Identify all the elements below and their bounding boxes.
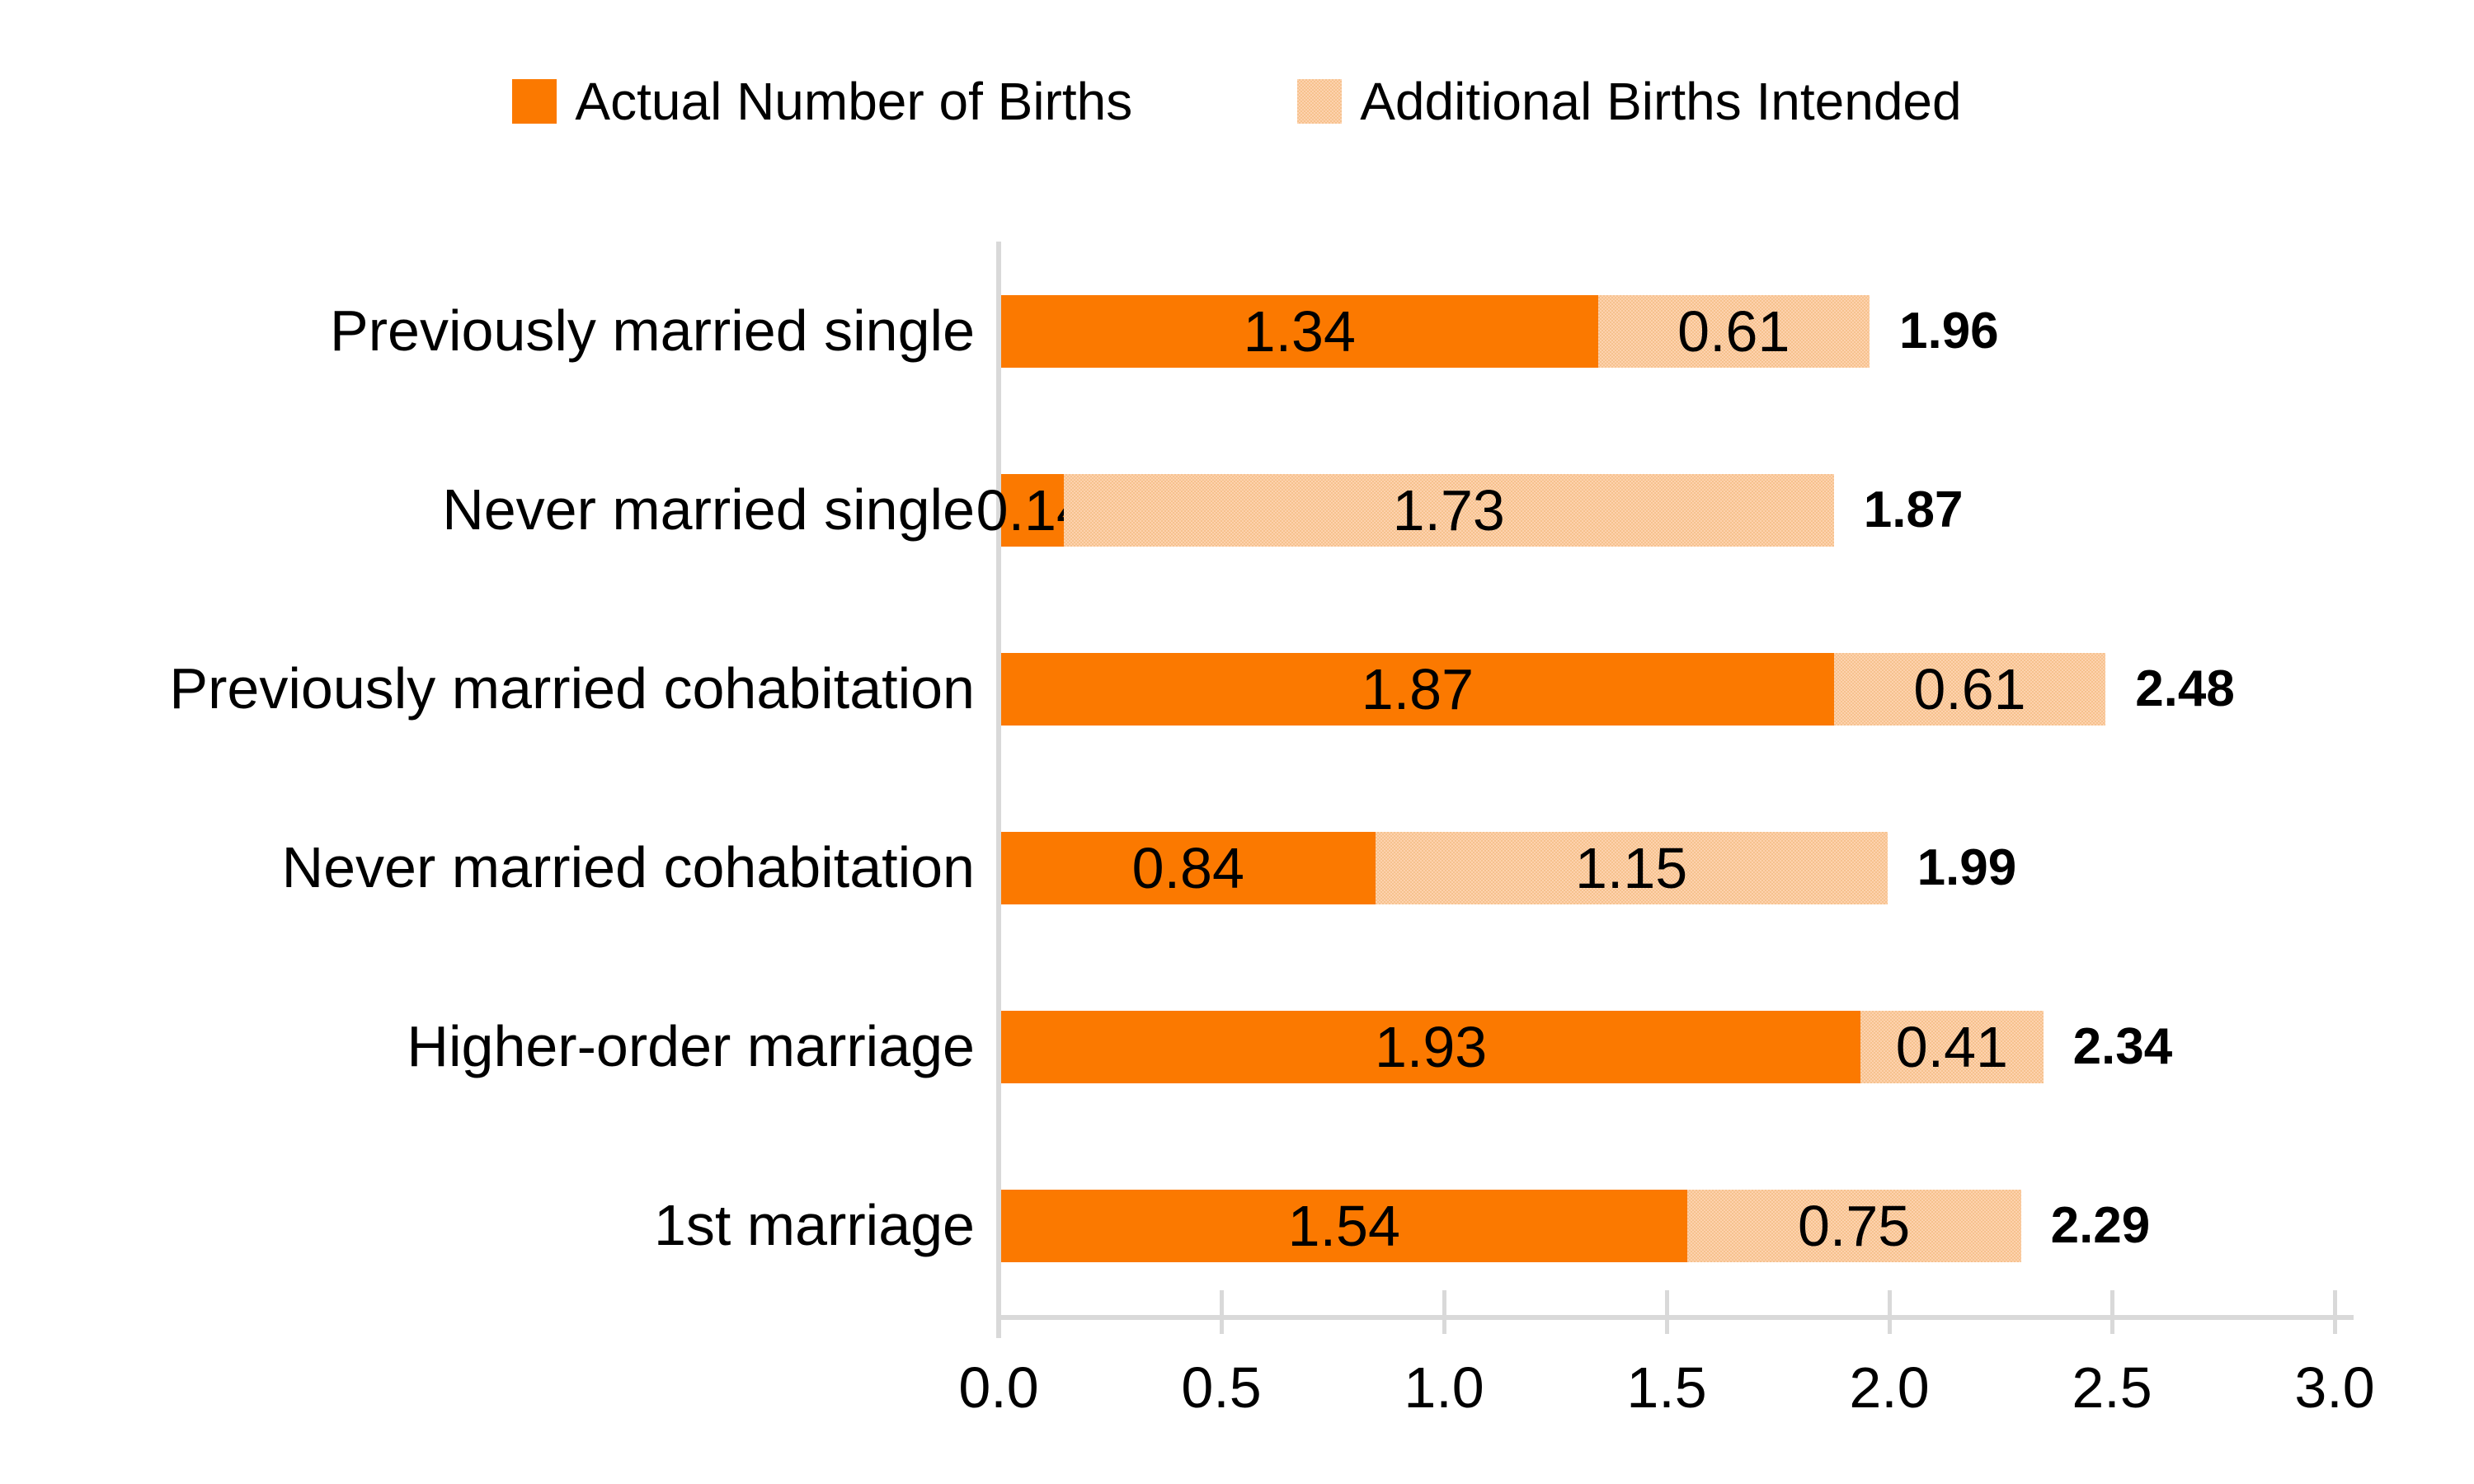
- legend-swatch-actual-icon: [512, 79, 557, 124]
- bar-segment-intended: 0.75: [1686, 1189, 2021, 1262]
- segment-value-label: 1.93: [1374, 1014, 1488, 1079]
- bar-segment-actual: 1.93: [1001, 1010, 1861, 1083]
- segment-value-label: 0.75: [1797, 1193, 1911, 1258]
- x-tick-mark: [1888, 1290, 1892, 1334]
- x-tick-label: 0.5: [1181, 1355, 1262, 1420]
- bar-segment-intended: 0.41: [1860, 1010, 2044, 1083]
- stacked-bar: 1.34 0.61 1.96: [1001, 294, 2337, 368]
- x-tick-mark: [2110, 1290, 2114, 1334]
- plot-cell: 0.14 1.73 1.87: [976, 420, 2337, 599]
- bar-segment-actual: 1.54: [1001, 1189, 1687, 1262]
- segment-value-label: 0.41: [1895, 1014, 2008, 1079]
- bar-segment-actual: 0.14: [976, 473, 1089, 547]
- x-tick-label: 1.5: [1626, 1355, 1707, 1420]
- segment-value-label: 1.34: [1243, 298, 1356, 364]
- total-value-label: 1.96: [1898, 302, 1999, 359]
- legend: Actual Number of Births Additional Birth…: [0, 73, 2474, 130]
- category-label: Previously married single: [330, 298, 975, 363]
- x-tick-label: 2.5: [2072, 1355, 2152, 1420]
- x-tick-mark: [1220, 1290, 1224, 1334]
- x-tick-label: 2.0: [1849, 1355, 1930, 1420]
- segment-value-label: 1.15: [1574, 835, 1688, 900]
- segment-value-label: 1.87: [1361, 656, 1475, 721]
- bar-segment-actual: 0.84: [1001, 831, 1376, 904]
- category-label: 1st marriage: [653, 1192, 975, 1257]
- segment-value-label: 0.61: [1677, 298, 1790, 364]
- bar-row: Previously married cohabitation 1.87 0.6…: [0, 599, 2474, 778]
- total-value-label: 1.99: [1917, 838, 2017, 896]
- x-tick-mark: [2333, 1290, 2337, 1334]
- legend-label-actual: Actual Number of Births: [575, 72, 1133, 131]
- legend-label-intended: Additional Births Intended: [1360, 72, 1962, 131]
- bar-rows: Previously married single 1.34 0.61 1.96…: [0, 242, 2474, 1315]
- bar-segment-intended: 1.15: [1375, 831, 1888, 904]
- total-value-label: 2.48: [2135, 660, 2235, 717]
- total-value-label: 2.34: [2072, 1017, 2173, 1075]
- x-tick-mark: [997, 1290, 1001, 1334]
- bar-row: Never married single 0.14 1.73 1.87: [0, 420, 2474, 599]
- stacked-bar: 1.54 0.75 2.29: [1001, 1189, 2337, 1262]
- bar-row: Previously married single 1.34 0.61 1.96: [0, 242, 2474, 420]
- bar-segment-actual: 1.34: [1001, 294, 1598, 368]
- bar-row: Never married cohabitation 0.84 1.15 1.9…: [0, 778, 2474, 957]
- x-tick-mark: [1665, 1290, 1669, 1334]
- legend-swatch-intended-icon: [1297, 79, 1343, 124]
- y-axis-line: [996, 242, 1001, 1338]
- bar-segment-actual: 1.87: [1001, 652, 1834, 726]
- x-axis-line: [996, 1315, 2354, 1320]
- x-tick-label: 1.0: [1404, 1355, 1484, 1420]
- category-label: Higher-order marriage: [407, 1013, 975, 1078]
- category-label: Never married cohabitation: [281, 834, 975, 899]
- plot-cell: 1.34 0.61 1.96: [996, 242, 2337, 420]
- plot-cell: 1.93 0.41 2.34: [996, 957, 2337, 1136]
- plot-cell: 0.84 1.15 1.99: [996, 778, 2337, 957]
- bar-row: 1st marriage 1.54 0.75 2.29: [0, 1136, 2474, 1315]
- plot-cell: 1.54 0.75 2.29: [996, 1136, 2337, 1315]
- bar-row: Higher-order marriage 1.93 0.41 2.34: [0, 957, 2474, 1136]
- stacked-bar: 0.84 1.15 1.99: [1001, 831, 2337, 904]
- bar-segment-intended: 0.61: [1833, 652, 2106, 726]
- bar-segment-intended: 0.61: [1597, 294, 1870, 368]
- legend-item-intended: Additional Births Intended: [1297, 72, 1962, 131]
- x-axis: 0.0 0.5 1.0 1.5 2.0 2.5 3.0: [958, 1290, 2375, 1480]
- stacked-bar: 1.93 0.41 2.34: [1001, 1010, 2337, 1083]
- bar-segment-intended: 1.73: [1063, 473, 1834, 547]
- legend-item-actual: Actual Number of Births: [512, 73, 1132, 130]
- x-tick-label: 0.0: [958, 1355, 1039, 1420]
- stacked-bar: 0.14 1.73 1.87: [976, 473, 2337, 547]
- total-value-label: 2.29: [2050, 1196, 2151, 1254]
- segment-value-label: 1.54: [1287, 1193, 1400, 1258]
- plot-cell: 1.87 0.61 2.48: [996, 599, 2337, 778]
- x-tick-mark: [1442, 1290, 1446, 1334]
- segment-value-label: 1.73: [1392, 477, 1505, 542]
- segment-value-label: 0.61: [1913, 656, 2026, 721]
- category-label: Never married single: [442, 477, 975, 542]
- x-tick-label: 3.0: [2294, 1355, 2375, 1420]
- total-value-label: 1.87: [1863, 481, 1964, 538]
- category-label: Previously married cohabitation: [169, 655, 975, 721]
- plot-area: Previously married single 1.34 0.61 1.96…: [0, 242, 2474, 1484]
- segment-value-label: 0.84: [1131, 835, 1244, 900]
- stacked-bar: 1.87 0.61 2.48: [1001, 652, 2337, 726]
